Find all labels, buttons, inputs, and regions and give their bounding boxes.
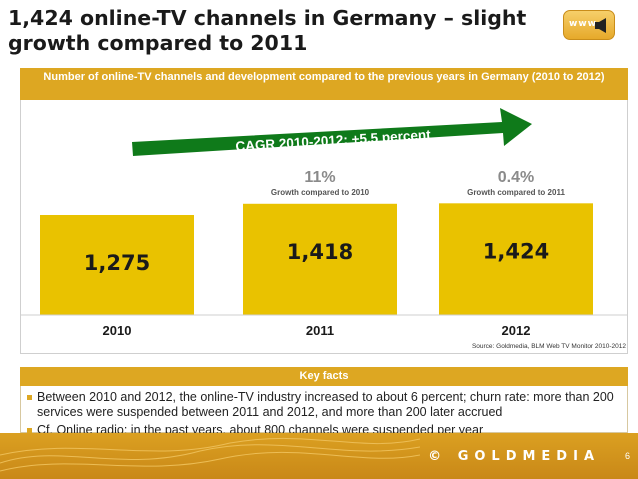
key-fact-item: Between 2010 and 2012, the online-TV ind… bbox=[27, 390, 621, 420]
bar-chart: CAGR 2010-2012: +5.5 percent 1,275 2010 1,… bbox=[20, 108, 628, 338]
bar-2010 bbox=[40, 215, 194, 315]
slide-title: 1,424 online-TV channels in Germany – sl… bbox=[8, 6, 527, 55]
source-note: Source: Goldmedia, BLM Web TV Monitor 20… bbox=[471, 343, 626, 350]
bar-value-label: 1,424 bbox=[483, 239, 549, 263]
bar-2011 bbox=[243, 203, 397, 315]
chart-header: Number of online-TV channels and develop… bbox=[20, 68, 628, 100]
bullet-icon bbox=[27, 395, 32, 400]
key-facts-body: Between 2010 and 2012, the online-TV ind… bbox=[20, 386, 628, 437]
bar-value-label: 1,418 bbox=[287, 240, 353, 264]
footer-bar: © GOLDMEDIA 6 bbox=[0, 433, 638, 479]
cagr-arrow: CAGR 2010-2012: +5.5 percent bbox=[132, 108, 532, 156]
bar-value-label: 1,275 bbox=[84, 251, 150, 275]
growth-value: 0.4% bbox=[498, 169, 534, 186]
goldmedia-www-logo: www. bbox=[563, 10, 615, 40]
x-tick-label: 2012 bbox=[502, 323, 531, 338]
bar-2012 bbox=[439, 203, 593, 315]
growth-label: Growth compared to 2010 bbox=[271, 188, 370, 197]
cagr-annotation: CAGR 2010-2012: +5.5 percent bbox=[235, 127, 432, 154]
growth-label: Growth compared to 2011 bbox=[467, 188, 565, 197]
key-facts-header: Key facts bbox=[20, 367, 628, 386]
speaker-icon bbox=[595, 18, 606, 33]
page-number: 6 bbox=[624, 451, 630, 461]
key-fact-text: Between 2010 and 2012, the online-TV ind… bbox=[37, 390, 614, 419]
growth-value: 11% bbox=[304, 169, 335, 186]
goldmedia-brand: © GOLDMEDIA bbox=[428, 449, 600, 464]
chart-frame bbox=[20, 100, 628, 354]
wave-decoration bbox=[0, 437, 420, 472]
logo-text: www. bbox=[569, 19, 601, 29]
x-tick-label: 2011 bbox=[306, 323, 334, 338]
x-tick-label: 2010 bbox=[103, 323, 132, 338]
bullet-icon bbox=[27, 428, 32, 433]
